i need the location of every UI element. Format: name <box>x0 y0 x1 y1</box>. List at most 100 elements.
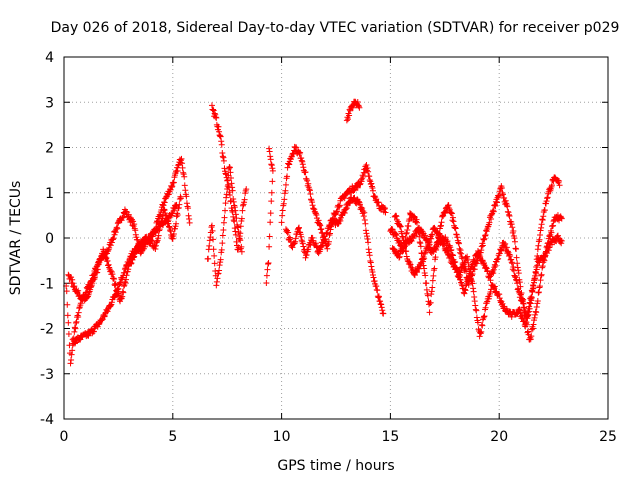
data-point <box>346 112 353 119</box>
data-point <box>421 270 428 277</box>
data-point <box>515 285 522 292</box>
data-point <box>64 312 71 319</box>
data-point <box>108 299 115 306</box>
data-point <box>295 225 302 232</box>
data-point <box>205 255 212 262</box>
data-point <box>480 260 487 267</box>
data-point <box>218 141 225 148</box>
data-point <box>397 223 404 230</box>
data-point <box>210 107 217 114</box>
data-point <box>351 186 358 193</box>
data-point <box>508 313 515 320</box>
axis-ticks: 0 5 10 15 20 25 -4 -3 -2 -1 0 1 2 3 4 <box>40 50 617 445</box>
data-point <box>544 195 551 202</box>
data-point <box>491 202 498 209</box>
data-point <box>231 225 238 232</box>
data-point <box>336 203 343 210</box>
data-point <box>217 133 224 140</box>
data-point <box>119 288 126 295</box>
data-point <box>108 239 115 246</box>
data-point <box>174 212 181 219</box>
data-point <box>512 245 519 252</box>
data-point <box>534 298 541 305</box>
data-point <box>424 292 431 299</box>
data-point <box>141 240 148 247</box>
data-point <box>534 246 541 253</box>
data-point <box>177 195 184 202</box>
data-point <box>548 241 555 248</box>
data-point <box>396 254 403 261</box>
data-point <box>341 210 348 217</box>
data-point <box>463 282 470 289</box>
data-point <box>458 250 465 257</box>
data-point <box>154 238 161 245</box>
data-point <box>183 193 190 200</box>
data-point <box>455 239 462 246</box>
data-point <box>206 242 213 249</box>
data-point <box>558 237 565 244</box>
data-point <box>101 313 108 320</box>
data-point <box>378 301 385 308</box>
data-point <box>216 267 223 274</box>
data-point <box>334 208 341 215</box>
data-point <box>441 240 448 247</box>
y-tick-label: -1 <box>40 276 54 292</box>
data-point <box>510 227 517 234</box>
y-tick-label: -2 <box>40 322 54 338</box>
data-point <box>426 239 433 246</box>
data-point <box>75 287 82 294</box>
data-point <box>407 261 414 268</box>
data-point <box>464 256 471 263</box>
data-point <box>522 323 529 330</box>
data-point <box>457 249 464 256</box>
y-tick-label: -3 <box>40 367 54 383</box>
data-point <box>149 233 156 240</box>
data-point <box>508 221 515 228</box>
data-point <box>160 202 167 209</box>
x-tick-label: 25 <box>599 429 617 445</box>
data-point <box>468 262 475 269</box>
data-point <box>342 206 349 213</box>
data-point <box>488 211 495 218</box>
data-point <box>558 214 565 221</box>
data-point <box>269 178 276 185</box>
data-point <box>347 107 354 114</box>
data-point <box>516 279 523 286</box>
data-point <box>535 289 542 296</box>
data-point <box>85 332 92 339</box>
data-point <box>312 240 319 247</box>
data-point <box>267 219 274 226</box>
data-point <box>306 186 313 193</box>
data-point <box>500 191 507 198</box>
data-point <box>319 240 326 247</box>
data-point <box>495 255 502 262</box>
data-point <box>423 286 430 293</box>
data-point <box>404 226 411 233</box>
data-point <box>167 228 174 235</box>
data-point <box>356 104 363 111</box>
data-point <box>487 277 494 284</box>
data-point <box>454 234 461 241</box>
data-point <box>128 260 135 267</box>
data-point <box>337 217 344 224</box>
data-point <box>103 255 110 262</box>
data-point <box>452 224 459 231</box>
data-point <box>546 244 553 251</box>
data-point <box>130 252 137 259</box>
data-point <box>417 259 424 266</box>
data-point <box>362 227 369 234</box>
data-point <box>363 162 370 169</box>
data-point <box>366 249 373 256</box>
data-point <box>265 261 271 268</box>
data-point <box>423 280 430 287</box>
data-point <box>428 235 435 242</box>
data-point <box>476 333 483 340</box>
data-point <box>516 294 523 301</box>
data-point <box>444 238 451 245</box>
data-point <box>399 233 406 240</box>
data-point <box>457 276 464 283</box>
data-point <box>238 248 245 255</box>
data-point <box>470 285 477 292</box>
data-point <box>422 232 429 239</box>
data-point <box>220 219 227 226</box>
